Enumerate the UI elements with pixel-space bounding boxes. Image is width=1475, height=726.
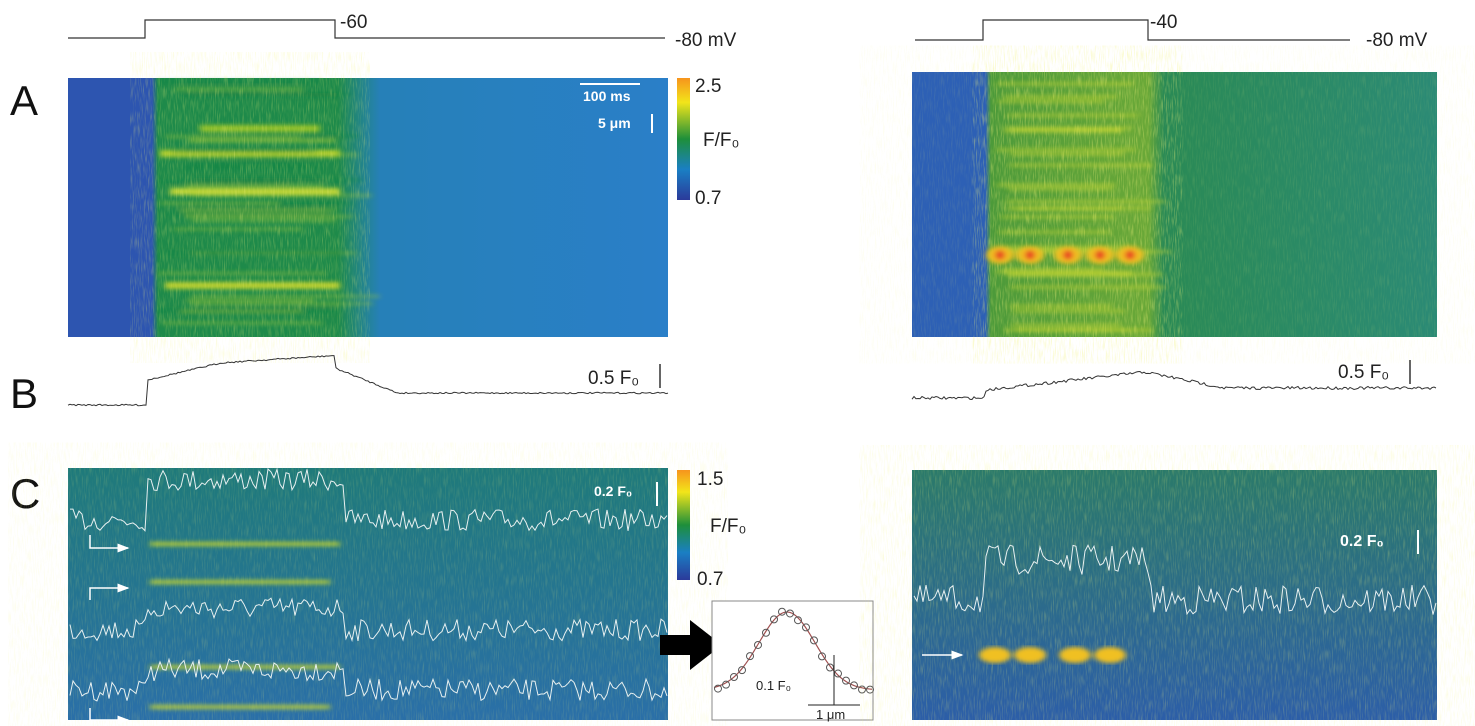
arrow xyxy=(660,620,722,670)
scale-space: 5 μm xyxy=(598,115,631,131)
colorbar-max: 2.5 xyxy=(695,76,721,97)
scale-space: 1 μm xyxy=(816,707,845,722)
colorbar-label: F/F₀ xyxy=(703,130,739,151)
voltage-protocols xyxy=(68,19,1350,41)
linescan-right-c xyxy=(912,470,1437,720)
scale-f: 0.2 F₀ xyxy=(1340,533,1384,550)
step-voltage: -40 xyxy=(1150,12,1177,33)
inset-profile xyxy=(711,600,874,721)
panel-label: C xyxy=(10,470,40,517)
linescan-left-a xyxy=(68,78,668,337)
linescan-right-a xyxy=(912,72,1437,337)
colorbar-label: F/F₀ xyxy=(710,516,746,537)
linescan-left-c xyxy=(68,467,668,725)
scale-f: 0.1 F₀ xyxy=(756,678,791,693)
colorbar-min: 0.7 xyxy=(695,188,721,209)
holding-voltage: -80 mV xyxy=(675,30,737,51)
scale-time: 100 ms xyxy=(583,88,631,104)
step-voltage: -60 xyxy=(340,12,367,33)
panel-label: A xyxy=(10,77,38,124)
scale-f: 0.5 F₀ xyxy=(1338,362,1389,383)
scale-f: 0.2 F₀ xyxy=(594,483,632,499)
fluorescence-trace xyxy=(911,371,1437,400)
colorbar xyxy=(677,470,690,580)
holding-voltage: -80 mV xyxy=(1366,30,1428,51)
voltage-step-right xyxy=(915,19,1350,41)
voltage-step-left xyxy=(68,19,665,39)
scale-f: 0.5 F₀ xyxy=(588,368,639,389)
panel-label: B xyxy=(10,370,38,417)
fluorescence-trace xyxy=(67,355,669,407)
colorbar-max: 1.5 xyxy=(697,469,723,490)
colorbar-min: 0.7 xyxy=(697,569,723,590)
colorbar xyxy=(677,78,690,200)
